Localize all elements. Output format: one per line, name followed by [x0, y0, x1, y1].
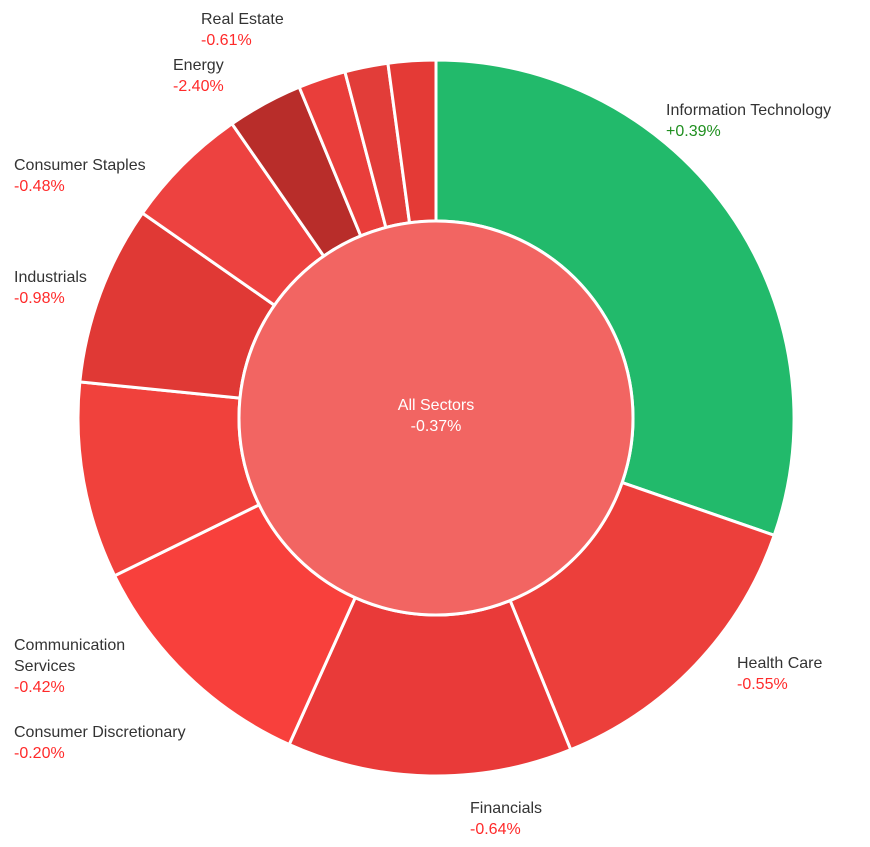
label-industrials-change: -0.98%	[14, 290, 65, 307]
label-consumer-staples: Consumer Staples -0.48%	[14, 155, 146, 197]
label-real-estate-change: -0.61%	[201, 32, 252, 49]
label-health-care-change: -0.55%	[737, 676, 788, 693]
label-energy: Energy -2.40%	[173, 55, 224, 97]
center-circle-all-sectors[interactable]	[237, 219, 635, 617]
label-communication-services-name: Communication Services	[14, 637, 126, 675]
label-communication-services: Communication Services -0.42%	[14, 635, 154, 698]
label-information-technology-name: Information Technology	[666, 102, 832, 119]
label-information-technology-change: +0.39%	[666, 123, 721, 140]
label-consumer-discretionary-name: Consumer Discretionary	[14, 724, 186, 741]
label-financials-change: -0.64%	[470, 821, 521, 838]
label-energy-change: -2.40%	[173, 78, 224, 95]
label-financials: Financials -0.64%	[470, 798, 542, 840]
label-consumer-discretionary-change: -0.20%	[14, 745, 65, 762]
label-health-care-name: Health Care	[737, 655, 823, 672]
label-real-estate: Real Estate -0.61%	[201, 9, 284, 51]
label-consumer-discretionary: Consumer Discretionary -0.20%	[14, 722, 186, 764]
label-real-estate-name: Real Estate	[201, 11, 284, 28]
label-industrials-name: Industrials	[14, 269, 87, 286]
center-label: All Sectors -0.37%	[336, 395, 536, 437]
label-industrials: Industrials -0.98%	[14, 267, 87, 309]
label-health-care: Health Care -0.55%	[737, 653, 822, 695]
label-information-technology: Information Technology +0.39%	[666, 100, 831, 142]
label-communication-services-change: -0.42%	[14, 679, 65, 696]
label-energy-name: Energy	[173, 57, 224, 74]
label-consumer-staples-change: -0.48%	[14, 178, 65, 195]
label-consumer-staples-name: Consumer Staples	[14, 157, 146, 174]
label-financials-name: Financials	[470, 800, 543, 817]
center-label-name: All Sectors	[397, 397, 475, 414]
center-label-change: -0.37%	[410, 418, 462, 435]
